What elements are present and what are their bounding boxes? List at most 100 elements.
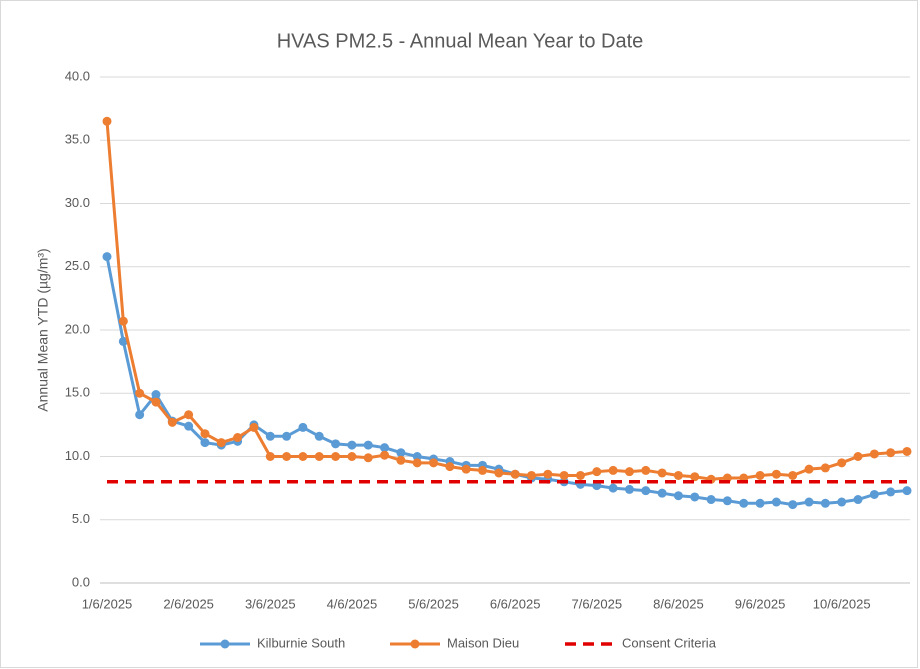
- point: [592, 467, 602, 477]
- point: [314, 431, 324, 441]
- point: [886, 448, 896, 458]
- point: [788, 470, 798, 480]
- point: [690, 492, 700, 502]
- point: [347, 452, 357, 461]
- point: [363, 453, 373, 463]
- x-tick-label: 9/6/2025: [735, 596, 786, 611]
- y-tick-label: 35.0: [65, 132, 90, 147]
- point: [412, 458, 422, 468]
- x-tick-label: 6/6/2025: [490, 596, 541, 611]
- point: [461, 464, 471, 474]
- point: [380, 450, 390, 460]
- point: [118, 336, 128, 346]
- point: [869, 449, 879, 459]
- point: [690, 472, 700, 482]
- x-tick-label: 1/6/2025: [82, 596, 133, 611]
- point: [771, 469, 781, 479]
- point: [575, 470, 585, 480]
- point: [478, 465, 488, 475]
- y-tick-label: 25.0: [65, 258, 90, 273]
- point: [233, 433, 243, 443]
- point: [298, 452, 308, 461]
- y-tick-label: 40.0: [65, 68, 90, 83]
- y-tick-label: 10.0: [65, 448, 90, 463]
- legend-label: Maison Dieu: [447, 635, 519, 650]
- legend-label: Consent Criteria: [622, 635, 717, 650]
- point: [820, 498, 830, 508]
- point: [396, 448, 406, 458]
- point: [494, 468, 504, 478]
- point: [641, 486, 651, 496]
- point: [657, 468, 667, 478]
- point: [200, 438, 210, 448]
- point: [331, 439, 341, 449]
- point: [102, 252, 112, 262]
- point: [151, 397, 161, 407]
- point: [249, 422, 259, 432]
- point: [314, 452, 324, 461]
- point: [739, 498, 749, 508]
- legend-label: Kilburnie South: [257, 635, 345, 650]
- point: [902, 446, 912, 456]
- point: [624, 484, 634, 494]
- point: [543, 469, 553, 479]
- y-tick-label: 20.0: [65, 321, 90, 336]
- point: [429, 458, 439, 468]
- y-tick-label: 15.0: [65, 385, 90, 400]
- point: [559, 470, 569, 480]
- point: [135, 388, 145, 398]
- point: [771, 497, 781, 507]
- point: [510, 469, 520, 479]
- point: [151, 390, 161, 400]
- point: [608, 465, 618, 475]
- point: [657, 488, 667, 498]
- x-tick-label: 3/6/2025: [245, 596, 296, 611]
- point: [902, 486, 912, 496]
- point: [412, 452, 422, 461]
- point: [755, 498, 765, 508]
- point: [673, 491, 683, 501]
- point: [200, 429, 210, 439]
- point: [216, 438, 226, 448]
- x-tick-label: 8/6/2025: [653, 596, 704, 611]
- point: [755, 470, 765, 480]
- point: [363, 440, 373, 450]
- point: [184, 421, 194, 431]
- point: [706, 495, 716, 505]
- point: [282, 431, 292, 441]
- point: [641, 465, 651, 475]
- legend-marker: [410, 639, 420, 649]
- point: [347, 440, 357, 450]
- point: [869, 489, 879, 499]
- point: [820, 463, 830, 473]
- point: [886, 487, 896, 497]
- point: [380, 443, 390, 453]
- point: [118, 316, 128, 326]
- point: [804, 497, 814, 507]
- y-axis-label: Annual Mean YTD (µg/m³): [35, 248, 51, 411]
- x-tick-label: 5/6/2025: [408, 596, 459, 611]
- point: [853, 495, 863, 505]
- point: [445, 462, 455, 472]
- x-tick-label: 10/6/2025: [813, 596, 871, 611]
- point: [298, 422, 308, 432]
- point: [837, 458, 847, 468]
- point: [265, 431, 275, 441]
- point: [608, 483, 618, 493]
- point: [135, 410, 145, 420]
- point: [837, 497, 847, 507]
- point: [722, 496, 732, 506]
- point: [331, 452, 341, 461]
- point: [526, 470, 536, 480]
- legend-marker: [220, 639, 230, 649]
- y-tick-label: 5.0: [72, 511, 90, 526]
- y-tick-label: 0.0: [72, 574, 90, 589]
- point: [673, 470, 683, 480]
- point: [282, 452, 292, 461]
- point: [102, 116, 112, 126]
- point: [788, 500, 798, 510]
- x-tick-label: 2/6/2025: [163, 596, 214, 611]
- point: [804, 464, 814, 474]
